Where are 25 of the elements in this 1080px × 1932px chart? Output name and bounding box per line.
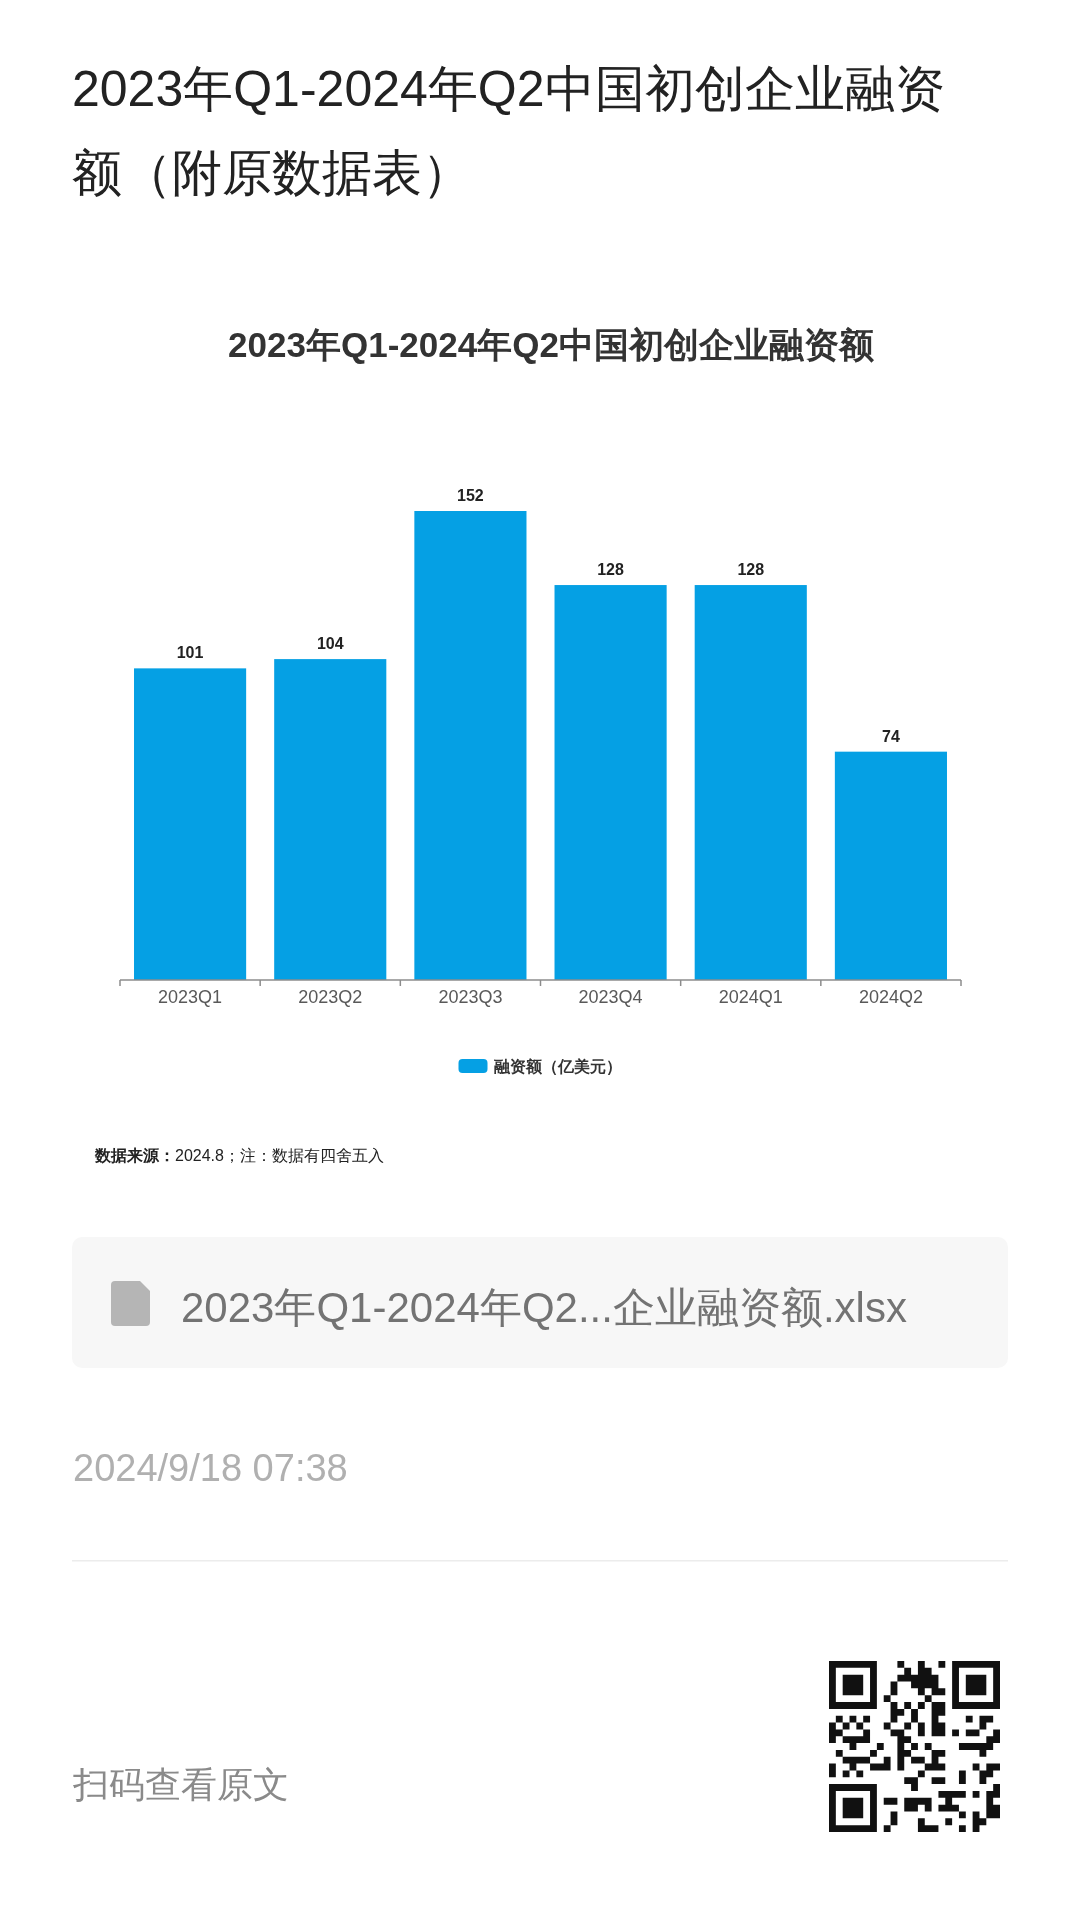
x-tick-label: 2023Q2 [298, 987, 363, 1007]
text: 扫码查看原文 [72, 1764, 289, 1805]
chart-title: 2023年Q1-2024年Q2中国初创企业融资额（附原数据表） [72, 60, 946, 203]
x-tick-label: 2023Q3 [438, 987, 503, 1007]
data-label: 152 [457, 487, 484, 504]
text: 数据来源：2024.8；注：数据有四舍五入 [94, 1147, 384, 1164]
bar [694, 585, 807, 980]
bar [554, 585, 667, 980]
bar [274, 659, 387, 980]
bar [834, 751, 947, 980]
bar [134, 668, 247, 980]
bar [414, 511, 527, 980]
chart-subtitle: 2023年Q1-2024年Q2中国初创企业融资额 [228, 325, 874, 364]
x-tick-label: 2024Q1 [718, 987, 783, 1007]
text: 2024/9/18 07:38 [73, 1447, 348, 1489]
data-label: 128 [597, 561, 625, 579]
x-tick-label: 2024Q2 [858, 987, 923, 1007]
x-tick-label: 2023Q1 [158, 987, 223, 1007]
data-label: 128 [737, 561, 765, 579]
x-tick-label: 2023Q4 [578, 987, 643, 1007]
data-label: 74 [882, 727, 900, 745]
legend-label: 融资额（亿美元） [493, 1057, 622, 1076]
text: 2023年Q1-2024年Q2...企业融资额.xlsx [181, 1284, 907, 1331]
data-label: 101 [176, 644, 204, 662]
data-label: 104 [316, 635, 344, 653]
